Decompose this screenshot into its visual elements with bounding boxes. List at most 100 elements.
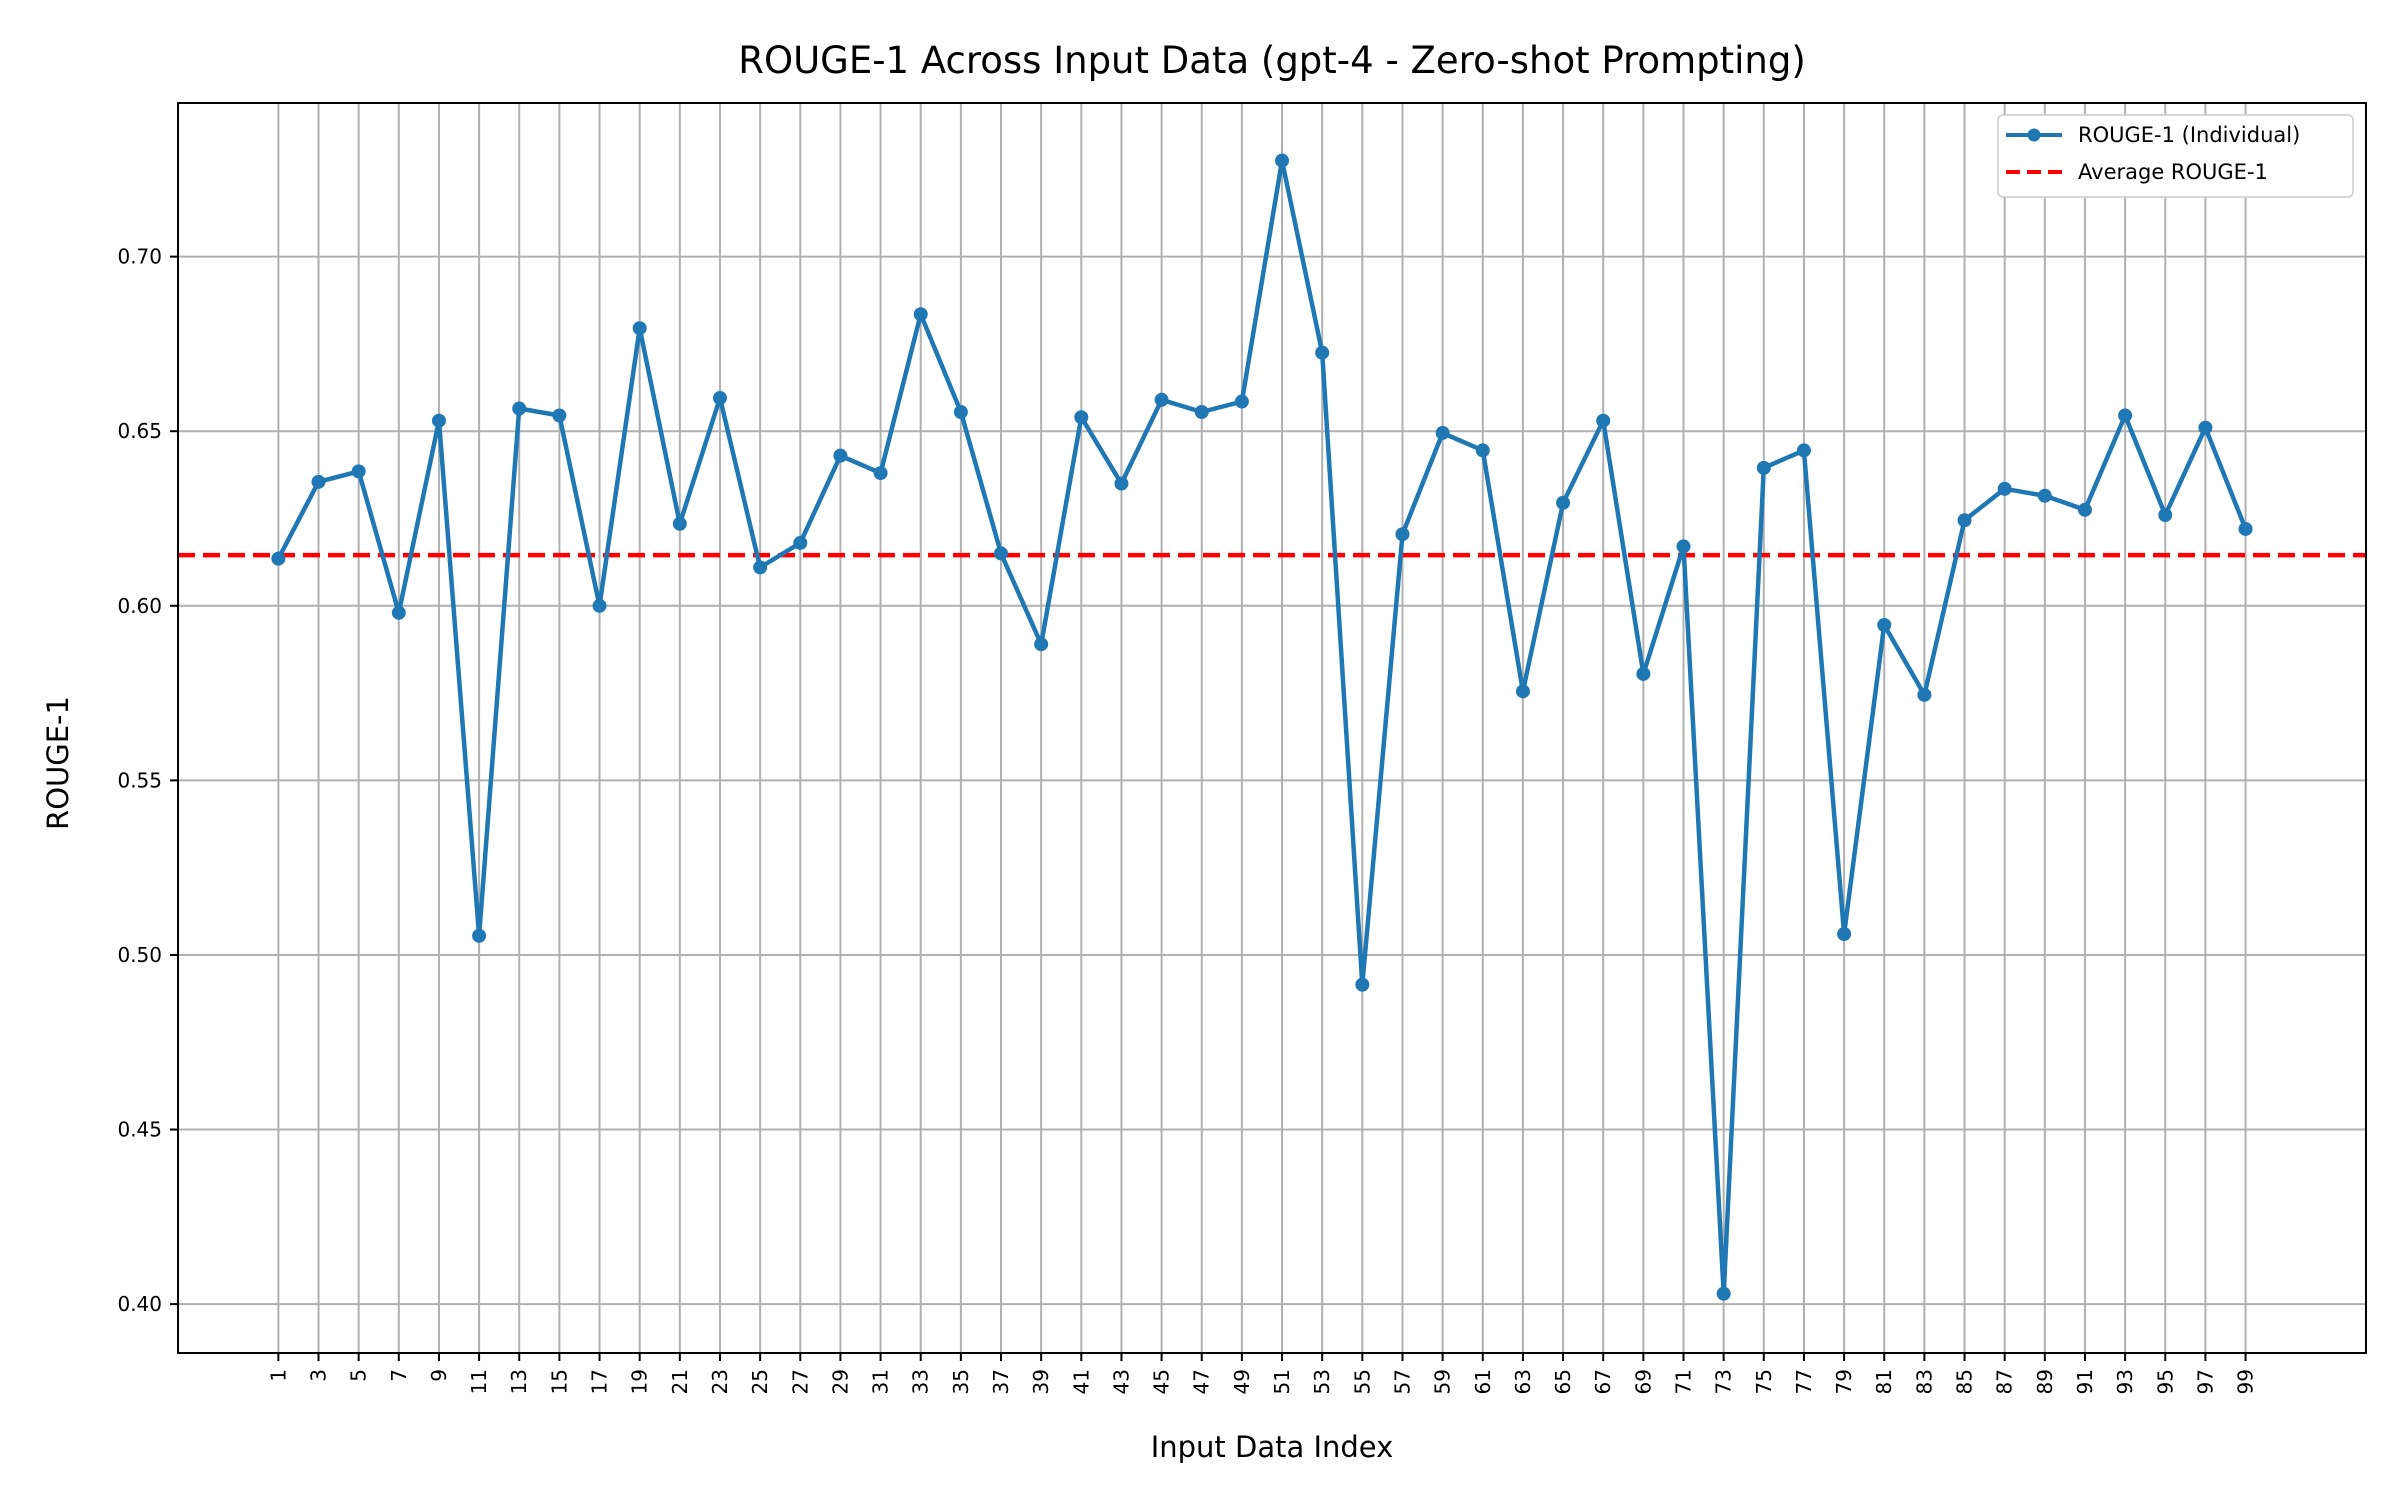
data-point — [311, 474, 326, 489]
x-tick-label: 47 — [1190, 1369, 1214, 1394]
x-tick-label: 93 — [2113, 1369, 2137, 1394]
legend-box — [1997, 114, 2354, 198]
y-tick-label: 0.70 — [117, 245, 162, 269]
data-point — [2158, 508, 2173, 523]
data-point — [351, 464, 366, 479]
x-tick-label: 37 — [989, 1369, 1013, 1394]
data-point — [1355, 977, 1370, 992]
x-tick-label: 19 — [628, 1369, 652, 1394]
x-tick-label: 69 — [1631, 1369, 1655, 1394]
data-point — [1074, 410, 1089, 425]
data-point — [1796, 443, 1811, 458]
legend-average-label: Average ROUGE-1 — [2078, 160, 2268, 184]
data-point — [2077, 502, 2092, 517]
data-point — [271, 551, 286, 566]
x-tick-label: 45 — [1150, 1369, 1174, 1394]
x-tick-label: 97 — [2193, 1369, 2217, 1394]
data-point — [873, 466, 888, 481]
y-tick-label: 0.65 — [117, 419, 162, 443]
x-tick-label: 85 — [1953, 1369, 1977, 1394]
x-tick-label: 71 — [1672, 1369, 1696, 1394]
y-tick-label: 0.50 — [117, 943, 162, 967]
y-tick-label: 0.60 — [117, 594, 162, 618]
x-tick-label: 75 — [1752, 1369, 1776, 1394]
data-point — [1556, 495, 1571, 510]
legend: ROUGE-1 (Individual) Average ROUGE-1 — [1997, 114, 2354, 198]
data-point — [1515, 684, 1530, 699]
data-point — [632, 321, 647, 336]
x-tick-label: 79 — [1832, 1369, 1856, 1394]
data-point — [1315, 345, 1330, 360]
data-point — [391, 605, 406, 620]
data-point — [1275, 153, 1290, 168]
data-point — [1676, 539, 1691, 554]
data-point — [1756, 460, 1771, 475]
x-tick-label: 57 — [1390, 1369, 1414, 1394]
data-point — [1877, 617, 1892, 632]
x-tick-label: 31 — [869, 1369, 893, 1394]
data-point — [1636, 666, 1651, 681]
y-tick-label: 0.40 — [117, 1292, 162, 1316]
data-point — [512, 401, 527, 416]
x-tick-label: 25 — [748, 1369, 772, 1394]
data-point — [472, 928, 487, 943]
x-tick-label: 1 — [266, 1369, 290, 1382]
x-tick-label: 95 — [2153, 1369, 2177, 1394]
data-point — [672, 516, 687, 531]
data-point — [1716, 1286, 1731, 1301]
x-tick-label: 11 — [467, 1369, 491, 1394]
grid-lines — [178, 103, 2366, 1353]
x-tick-label: 43 — [1109, 1369, 1133, 1394]
x-tick-label: 83 — [1912, 1369, 1936, 1394]
x-tick-label: 15 — [547, 1369, 571, 1394]
x-tick-label: 49 — [1230, 1369, 1254, 1394]
x-tick-label: 41 — [1069, 1369, 1093, 1394]
data-point — [2037, 488, 2052, 503]
data-point — [552, 408, 567, 423]
data-point — [1997, 481, 2012, 496]
data-point — [1194, 405, 1209, 420]
data-point — [953, 405, 968, 420]
x-tick-label: 77 — [1792, 1369, 1816, 1394]
x-tick-label: 89 — [2033, 1369, 2057, 1394]
x-tick-label: 99 — [2234, 1369, 2258, 1394]
x-tick-label: 39 — [1029, 1369, 1053, 1394]
x-tick-label: 61 — [1471, 1369, 1495, 1394]
data-point — [1034, 637, 1049, 652]
tick-layer: 1 3 5 7 9 11 13 15 17 19 21 23 25 27 29 31 33 35 37 39 41 43 4… — [117, 245, 2257, 1395]
x-tick-label: 73 — [1712, 1369, 1736, 1394]
data-point — [2198, 420, 2213, 435]
x-tick-label: 13 — [507, 1369, 531, 1394]
data-point — [1154, 392, 1169, 407]
series-layer — [271, 153, 2253, 1301]
x-tick-label: 5 — [347, 1369, 371, 1382]
x-tick-label: 53 — [1310, 1369, 1334, 1394]
data-point — [2118, 408, 2133, 423]
x-tick-label: 65 — [1551, 1369, 1575, 1394]
data-point — [1234, 394, 1249, 409]
x-tick-label: 59 — [1431, 1369, 1455, 1394]
x-tick-label: 27 — [788, 1369, 812, 1394]
data-point — [753, 560, 768, 575]
x-tick-label: 91 — [2073, 1369, 2097, 1394]
plot-area-frame — [177, 102, 2367, 1354]
data-point — [913, 307, 928, 322]
data-point — [1837, 927, 1852, 942]
data-point — [833, 448, 848, 463]
data-point — [2238, 521, 2253, 536]
x-tick-label: 17 — [588, 1369, 612, 1394]
data-point — [994, 546, 1009, 561]
x-tick-label: 9 — [427, 1369, 451, 1382]
x-tick-label: 3 — [307, 1369, 331, 1382]
x-tick-label: 87 — [1993, 1369, 2017, 1394]
data-point — [712, 391, 727, 406]
data-point — [1957, 513, 1972, 528]
data-point — [1596, 413, 1611, 428]
data-point — [1475, 443, 1490, 458]
data-point — [431, 413, 446, 428]
legend-series-label: ROUGE-1 (Individual) — [2078, 123, 2300, 147]
x-tick-label: 23 — [708, 1369, 732, 1394]
x-tick-label: 51 — [1270, 1369, 1294, 1394]
x-tick-label: 7 — [387, 1369, 411, 1382]
